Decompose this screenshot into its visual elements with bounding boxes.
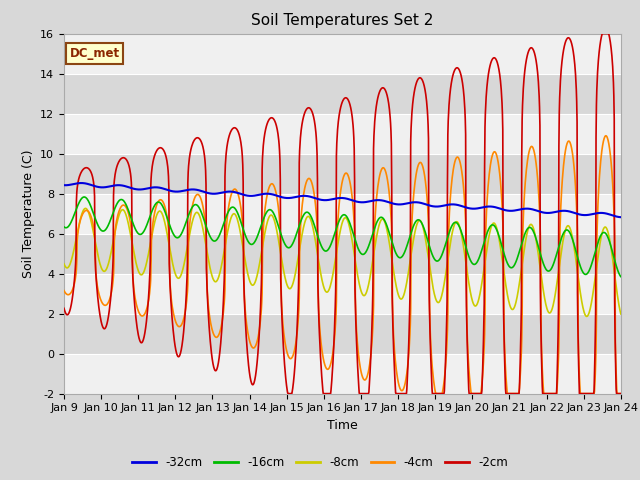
Bar — [64, 34, 621, 73]
Bar — [64, 114, 621, 154]
Bar — [64, 354, 621, 394]
Title: Soil Temperatures Set 2: Soil Temperatures Set 2 — [252, 13, 433, 28]
Bar — [64, 274, 621, 313]
X-axis label: Time: Time — [327, 419, 358, 432]
Bar — [64, 234, 621, 274]
Legend: -32cm, -16cm, -8cm, -4cm, -2cm: -32cm, -16cm, -8cm, -4cm, -2cm — [127, 452, 513, 474]
Bar — [64, 193, 621, 234]
Bar — [64, 313, 621, 354]
Bar — [64, 73, 621, 114]
Bar — [64, 154, 621, 193]
Y-axis label: Soil Temperature (C): Soil Temperature (C) — [22, 149, 35, 278]
Text: DC_met: DC_met — [70, 47, 120, 60]
